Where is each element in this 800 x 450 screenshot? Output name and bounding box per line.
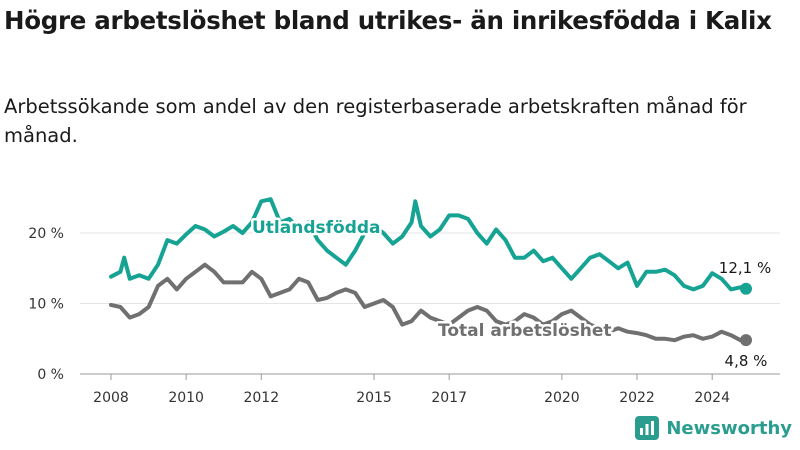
x-tick-label: 2024 <box>694 390 730 406</box>
x-axis: 2008 2010 2012 2015 2017 2020 2022 2024 <box>80 373 780 406</box>
series-line-utlandsfodda <box>109 197 748 292</box>
endpoint-marker-total <box>740 334 752 347</box>
y-tick-label: 10 % <box>28 297 64 313</box>
chart-subtitle: Arbetssökande som andel av den registerb… <box>4 95 747 147</box>
y-tick-label: 0 % <box>37 367 64 383</box>
series-labels: Utlandsfödda Total arbetslöshet 12,1 % 4… <box>250 216 774 373</box>
logo-mark-icon <box>635 416 660 440</box>
newsworthy-logo: Newsworthy <box>635 416 792 440</box>
x-tick-label: 2015 <box>356 390 392 406</box>
series-label-total: Total arbetslöshet <box>438 321 612 341</box>
series-line-total <box>109 262 748 343</box>
y-axis: 0 % 10 % 20 % <box>28 226 64 383</box>
series-label-utlandsfodda: Utlandsfödda <box>252 218 381 238</box>
end-label-total: 4,8 % <box>725 352 768 370</box>
x-tick-label: 2022 <box>619 390 655 406</box>
brand-name: Newsworthy <box>666 417 792 439</box>
grid-lines <box>80 232 780 304</box>
x-tick-label: 2012 <box>243 390 279 406</box>
x-tick-label: 2017 <box>431 390 467 406</box>
endpoint-marker-utlandsfodda <box>740 282 752 295</box>
chart-title: Högre arbetslöshet bland utrikes- än inr… <box>4 6 772 35</box>
x-tick-label: 2008 <box>93 390 129 406</box>
x-tick-label: 2010 <box>168 390 204 406</box>
series-lines <box>109 197 752 347</box>
x-tick-label: 2020 <box>544 390 580 406</box>
end-label-utlandsfodda: 12,1 % <box>719 259 771 277</box>
y-tick-label: 20 % <box>28 226 64 242</box>
